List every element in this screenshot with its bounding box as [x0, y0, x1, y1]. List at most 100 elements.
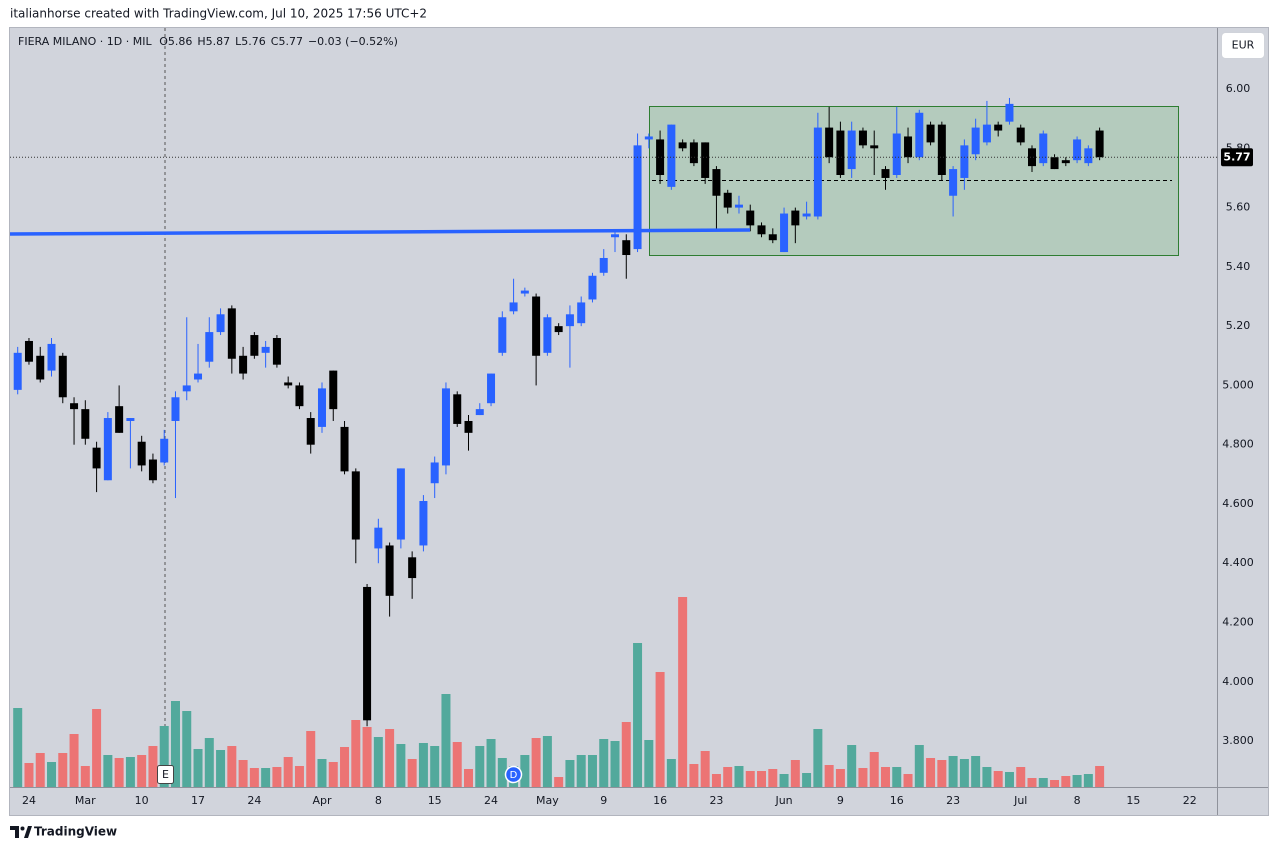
logo-shape: [24, 826, 32, 838]
x-tick-label: 24: [22, 794, 36, 807]
volume-bar: [137, 755, 147, 787]
candle-body: [487, 373, 496, 404]
candle-body: [780, 213, 789, 253]
volume-bar: [959, 759, 969, 787]
candle-body: [667, 124, 676, 187]
volume-bar: [13, 708, 23, 787]
volume-bar: [58, 753, 68, 787]
candle-body: [250, 335, 259, 356]
candle-body: [588, 275, 597, 300]
volume-bar: [418, 743, 428, 787]
x-tick-label: 16: [653, 794, 667, 807]
volume-bar: [790, 760, 800, 787]
volume-bar: [407, 759, 417, 787]
candle-body: [137, 441, 146, 466]
candle-body: [599, 257, 608, 273]
candle-body: [1073, 139, 1082, 161]
volume-bar: [1038, 778, 1048, 787]
candle-body: [1016, 127, 1025, 143]
volume-bar: [35, 753, 45, 787]
candle-body: [644, 136, 653, 140]
x-tick-label: 22: [1183, 794, 1197, 807]
candle-body: [689, 142, 698, 164]
candle-body: [520, 290, 529, 294]
candle-body: [723, 192, 732, 208]
volume-bar: [1016, 767, 1026, 787]
marker-label: E: [162, 768, 169, 781]
volume-bar: [610, 741, 620, 787]
trend-line: [9, 228, 751, 236]
candle-body: [994, 124, 1003, 131]
volume-bar: [272, 767, 282, 787]
volume-bar: [802, 773, 812, 787]
earnings-marker[interactable]: [157, 765, 174, 784]
y-tick-label: 5.20: [1226, 319, 1251, 332]
x-tick-label: 9: [600, 794, 607, 807]
candle-body: [216, 314, 225, 333]
volume-bar: [633, 643, 643, 787]
currency-button[interactable]: [1221, 32, 1265, 59]
candle-body: [825, 127, 834, 158]
volume-bar: [159, 726, 169, 787]
candle-body: [1084, 148, 1093, 164]
volume-bar: [486, 739, 496, 787]
volume-bar: [114, 758, 124, 787]
y-tick-label: 5.40: [1226, 260, 1251, 273]
candle-body: [419, 501, 428, 546]
candle-body: [881, 169, 890, 178]
volume-bar: [847, 745, 857, 787]
candle-body: [802, 213, 811, 217]
candle-body: [554, 326, 563, 333]
volume-bar: [238, 760, 248, 787]
candle-body: [926, 124, 935, 143]
candle-body: [126, 418, 135, 421]
volume-bar: [193, 749, 203, 787]
volume-bar: [734, 766, 744, 787]
candle-body: [351, 471, 360, 540]
candle-body: [58, 355, 67, 398]
candle-body: [1050, 157, 1059, 170]
candle-body: [295, 385, 304, 407]
legend-value: 5.87: [206, 35, 231, 48]
volume-bar: [520, 755, 530, 787]
y-tick-label: 4.800: [1222, 438, 1254, 451]
candle-body: [47, 343, 56, 371]
candle-body: [768, 234, 777, 241]
volume-bar: [700, 751, 710, 787]
candle-body: [960, 145, 969, 178]
x-tick-label: 17: [191, 794, 205, 807]
candle-body: [847, 130, 856, 170]
header: italianhorse created with TradingView.co…: [10, 7, 427, 21]
volume-bar: [1050, 780, 1060, 787]
candle-body: [858, 130, 867, 146]
candle-body: [385, 545, 394, 596]
volume-bar: [430, 746, 440, 787]
volume-bar: [1083, 774, 1093, 787]
volume-bar: [1004, 772, 1014, 787]
volume-bar: [993, 771, 1003, 787]
candle-body: [1039, 133, 1048, 164]
candle-body: [70, 403, 79, 410]
volume-bar: [497, 758, 507, 787]
candle-body: [453, 394, 462, 424]
candle-body: [633, 145, 642, 250]
candle-body: [272, 338, 281, 365]
x-tick-label: 24: [484, 794, 498, 807]
y-tick-label: 4.200: [1222, 616, 1254, 629]
volume-bar: [914, 745, 924, 787]
volume-bar: [306, 731, 316, 787]
y-tick-label: 5.60: [1226, 201, 1251, 214]
volume-bar: [125, 757, 135, 787]
volume-bar: [182, 711, 192, 787]
dividend-marker[interactable]: [504, 765, 523, 784]
currency[interactable]: EUR: [1232, 39, 1255, 52]
marker-label: D: [510, 770, 518, 781]
volume-bar: [92, 709, 102, 787]
volume-bar: [903, 774, 913, 787]
candle-body: [363, 586, 372, 721]
x-tick-label: Apr: [312, 794, 332, 807]
candle-body: [532, 296, 541, 356]
x-tick-label: 8: [1074, 794, 1081, 807]
volume-bar: [1061, 776, 1071, 787]
volume-bar: [723, 767, 733, 787]
